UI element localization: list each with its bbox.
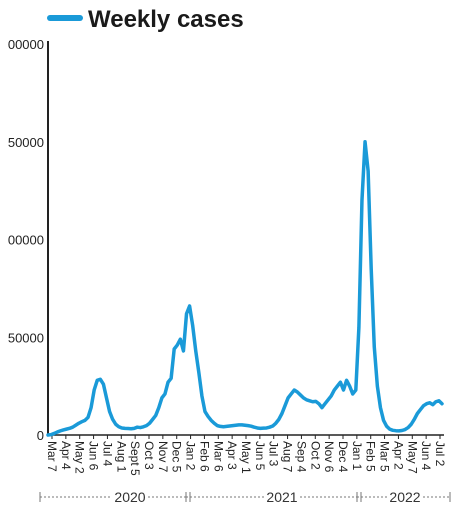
x-tick-label: Aug 7 [281, 441, 295, 473]
plot-area [46, 140, 444, 437]
x-tick-label: Jan 2 [184, 441, 198, 471]
year-label: 2022 [389, 489, 420, 505]
x-tick-label: Jan 1 [350, 441, 364, 471]
x-tick-label: Dec 5 [170, 441, 184, 473]
x-tick-label: Apr 4 [59, 441, 73, 470]
x-tick-label: Nov 7 [156, 441, 170, 473]
x-tick-label: Oct 2 [308, 441, 322, 470]
x-tick-label: May 7 [405, 441, 419, 474]
x-tick-label: May 1 [239, 441, 253, 474]
x-tick-label: Jul 4 [100, 441, 114, 467]
x-tick-label: Apr 3 [225, 441, 239, 470]
x-tick-label: Mar 7 [45, 441, 59, 472]
x-tick-label: Dec 4 [336, 441, 350, 473]
x-axis: Mar 7 Apr 4 May 2 Jun 6 Jul 4 Aug 1 Sept 5 Oct … [45, 434, 447, 476]
x-tick-label: Jul 3 [267, 441, 281, 467]
y-tick-label: 0 [37, 428, 44, 443]
y-axis: 0 50000 00000 50000 00000 [8, 37, 49, 443]
y-tick-label: 50000 [8, 135, 44, 150]
x-tick-label: Jun 6 [87, 441, 101, 471]
x-tick-label: Feb 5 [364, 441, 378, 472]
x-tick-label: Sept 5 [128, 441, 142, 476]
x-tick-label: Sep 4 [294, 441, 308, 473]
y-tick-label: 00000 [8, 37, 44, 52]
x-tick-label: Feb 6 [197, 441, 211, 472]
year-label: 2020 [114, 489, 145, 505]
y-tick-label: 50000 [8, 330, 44, 345]
x-tick-label: Oct 3 [142, 441, 156, 470]
x-tick-label: Jun 5 [253, 441, 267, 471]
x-tick-label: Nov 6 [322, 441, 336, 473]
legend: Weekly cases [47, 6, 244, 33]
x-tick-label: Apr 2 [391, 441, 405, 470]
year-timeline: 2020 2021 2022 [39, 489, 451, 505]
x-tick-label: May 2 [73, 441, 87, 474]
x-tick-label: Jun 4 [419, 441, 433, 471]
series-line [46, 140, 444, 437]
legend-label: Weekly cases [88, 6, 244, 33]
x-tick-label: Aug 1 [114, 441, 128, 473]
x-tick-label: Mar 6 [211, 441, 225, 472]
year-label: 2021 [266, 489, 297, 505]
x-tick-label: Jul 2 [433, 441, 447, 467]
x-tick-label: Mar 5 [378, 441, 392, 472]
y-tick-label: 00000 [8, 233, 44, 248]
